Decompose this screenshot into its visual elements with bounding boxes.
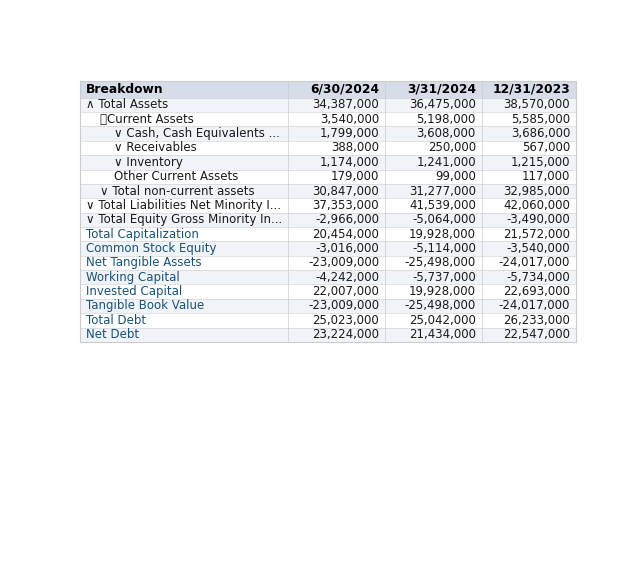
Text: 41,539,000: 41,539,000: [409, 199, 476, 212]
Text: 26,233,000: 26,233,000: [503, 314, 570, 327]
Text: Working Capital: Working Capital: [86, 271, 180, 284]
Text: 32,985,000: 32,985,000: [503, 185, 570, 198]
Text: -23,009,000: -23,009,000: [308, 257, 379, 269]
FancyBboxPatch shape: [80, 213, 576, 227]
Text: Invested Capital: Invested Capital: [86, 285, 182, 298]
FancyBboxPatch shape: [80, 256, 576, 270]
Text: ∨ Total non-current assets: ∨ Total non-current assets: [100, 185, 255, 198]
Text: 21,434,000: 21,434,000: [409, 328, 476, 341]
Text: 22,007,000: 22,007,000: [312, 285, 379, 298]
Text: 117,000: 117,000: [522, 170, 570, 183]
Text: 38,570,000: 38,570,000: [504, 99, 570, 111]
FancyBboxPatch shape: [80, 328, 576, 342]
Text: 19,928,000: 19,928,000: [409, 228, 476, 241]
Text: -5,064,000: -5,064,000: [412, 213, 476, 226]
FancyBboxPatch shape: [80, 241, 576, 256]
Text: -5,737,000: -5,737,000: [412, 271, 476, 284]
Text: Tangible Book Value: Tangible Book Value: [86, 300, 204, 312]
Text: -5,734,000: -5,734,000: [506, 271, 570, 284]
FancyBboxPatch shape: [80, 313, 576, 328]
Text: 19,928,000: 19,928,000: [409, 285, 476, 298]
Text: ⓂCurrent Assets: ⓂCurrent Assets: [100, 113, 194, 126]
Text: 42,060,000: 42,060,000: [503, 199, 570, 212]
FancyBboxPatch shape: [80, 155, 576, 170]
Text: 3,686,000: 3,686,000: [511, 127, 570, 140]
FancyBboxPatch shape: [80, 127, 576, 141]
Text: -4,242,000: -4,242,000: [315, 271, 379, 284]
Text: -3,540,000: -3,540,000: [506, 242, 570, 255]
Text: 1,799,000: 1,799,000: [319, 127, 379, 140]
Text: -25,498,000: -25,498,000: [404, 257, 476, 269]
Text: 5,585,000: 5,585,000: [511, 113, 570, 126]
Text: 388,000: 388,000: [331, 142, 379, 154]
Text: 25,023,000: 25,023,000: [312, 314, 379, 327]
Text: 99,000: 99,000: [435, 170, 476, 183]
Text: 5,198,000: 5,198,000: [417, 113, 476, 126]
FancyBboxPatch shape: [80, 285, 576, 299]
Text: 250,000: 250,000: [428, 142, 476, 154]
Text: ∨ Inventory: ∨ Inventory: [114, 156, 182, 169]
Text: 1,174,000: 1,174,000: [319, 156, 379, 169]
FancyBboxPatch shape: [80, 299, 576, 313]
Text: Total Debt: Total Debt: [86, 314, 146, 327]
Text: 567,000: 567,000: [522, 142, 570, 154]
Text: -3,016,000: -3,016,000: [316, 242, 379, 255]
Text: 22,693,000: 22,693,000: [503, 285, 570, 298]
Text: -24,017,000: -24,017,000: [499, 257, 570, 269]
Text: ∨ Cash, Cash Equivalents ...: ∨ Cash, Cash Equivalents ...: [114, 127, 280, 140]
Text: -24,017,000: -24,017,000: [499, 300, 570, 312]
Text: 1,241,000: 1,241,000: [416, 156, 476, 169]
Text: 31,277,000: 31,277,000: [409, 185, 476, 198]
Text: 12/31/2023: 12/31/2023: [492, 83, 570, 96]
Text: -2,966,000: -2,966,000: [315, 213, 379, 226]
FancyBboxPatch shape: [80, 98, 576, 112]
FancyBboxPatch shape: [80, 184, 576, 198]
Text: -23,009,000: -23,009,000: [308, 300, 379, 312]
FancyBboxPatch shape: [80, 112, 576, 127]
Text: 6/30/2024: 6/30/2024: [310, 83, 379, 96]
Text: 30,847,000: 30,847,000: [312, 185, 379, 198]
Text: 1,215,000: 1,215,000: [511, 156, 570, 169]
Text: 3,608,000: 3,608,000: [417, 127, 476, 140]
Text: ∧ Total Assets: ∧ Total Assets: [86, 99, 168, 111]
Text: 22,547,000: 22,547,000: [503, 328, 570, 341]
Text: Net Tangible Assets: Net Tangible Assets: [86, 257, 202, 269]
Text: 20,454,000: 20,454,000: [312, 228, 379, 241]
Text: Common Stock Equity: Common Stock Equity: [86, 242, 216, 255]
Text: Net Debt: Net Debt: [86, 328, 139, 341]
Text: Breakdown: Breakdown: [86, 83, 164, 96]
FancyBboxPatch shape: [80, 198, 576, 213]
Text: -25,498,000: -25,498,000: [404, 300, 476, 312]
Text: 3,540,000: 3,540,000: [320, 113, 379, 126]
Text: -3,490,000: -3,490,000: [506, 213, 570, 226]
Text: Other Current Assets: Other Current Assets: [114, 170, 238, 183]
Text: 3/31/2024: 3/31/2024: [407, 83, 476, 96]
Text: ∨ Receivables: ∨ Receivables: [114, 142, 196, 154]
Text: Total Capitalization: Total Capitalization: [86, 228, 199, 241]
FancyBboxPatch shape: [80, 170, 576, 184]
Text: ∨ Total Liabilities Net Minority I...: ∨ Total Liabilities Net Minority I...: [86, 199, 281, 212]
FancyBboxPatch shape: [80, 81, 576, 98]
Text: 25,042,000: 25,042,000: [409, 314, 476, 327]
Text: 36,475,000: 36,475,000: [409, 99, 476, 111]
FancyBboxPatch shape: [80, 270, 576, 285]
Text: 179,000: 179,000: [331, 170, 379, 183]
Text: -5,114,000: -5,114,000: [412, 242, 476, 255]
Text: 23,224,000: 23,224,000: [312, 328, 379, 341]
Text: ∨ Total Equity Gross Minority In...: ∨ Total Equity Gross Minority In...: [86, 213, 282, 226]
FancyBboxPatch shape: [80, 141, 576, 155]
Text: 37,353,000: 37,353,000: [312, 199, 379, 212]
Text: 21,572,000: 21,572,000: [503, 228, 570, 241]
FancyBboxPatch shape: [80, 227, 576, 241]
Text: 34,387,000: 34,387,000: [312, 99, 379, 111]
